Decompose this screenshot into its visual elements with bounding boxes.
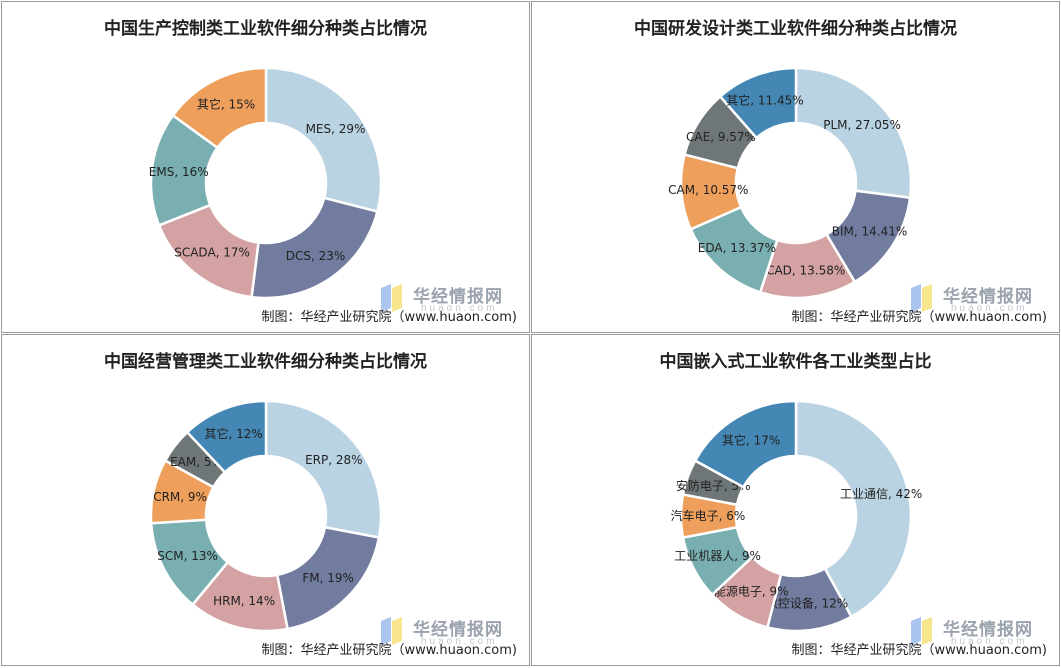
chart-title: 中国嵌入式工业软件各工业类型占比 [659,352,932,372]
donut-slice [250,196,379,300]
slice-label: DCS, 23% [286,249,346,263]
watermark-brand: 华经情报网 [943,620,1033,639]
chart-panel-rd-design: 中国研发设计类工业软件细分种类占比情况 PLM, 27.05% BIM, 14.4… [531,1,1060,333]
donut-slice [718,66,798,140]
slice-label: 其它, 12% [204,426,262,441]
chart-panel-business-management: 中国经营管理类工业软件细分种类占比情况 ERP, 28% FM, 19% HRM, … [1,334,530,666]
chart-title: 中国经营管理类工业软件细分种类占比情况 [104,352,427,372]
slice-label: CRM, 9% [153,490,207,504]
slice-label: 其它, 17% [722,432,780,447]
watermark: 华经情报网 huaon.com [911,615,1041,649]
watermark-site: huaon.com [951,636,1028,647]
watermark: 华经情报网 huaon.com [381,615,511,649]
slice-label: 数控设备, 12% [766,595,848,610]
watermark: 华经情报网 huaon.com [381,282,511,316]
chart-panel-embedded: 中国嵌入式工业软件各工业类型占比 工业通信, 42% 数控设备, 12% 能源电子,… [531,334,1060,666]
slice-label: 工业机器人, 9% [674,549,761,563]
slice-label: SCM, 13% [157,549,218,563]
watermark-site: huaon.com [421,303,498,314]
chart-credit: 制图：华经产业研究院（www.huaon.com) [261,310,517,325]
slice-label: HRM, 14% [213,594,275,608]
slice-label: BIM, 14.41% [832,224,908,238]
watermark-site: huaon.com [421,636,498,647]
donut-chart: MES, 29% DCS, 23% SCADA, 17% EMS, 16% 其它, 15… [149,66,383,300]
slice-label: 能源电子, 9% [714,585,789,599]
watermark-brand: 华经情报网 [413,620,503,639]
donut-slice [794,399,913,619]
slice-label: 其它, 11.45% [726,93,803,108]
chart-title: 中国研发设计类工业软件细分种类占比情况 [634,19,957,39]
chart-title: 中国生产控制类工业软件细分种类占比情况 [104,19,427,39]
chart-panel-production-control: 中国生产控制类工业软件细分种类占比情况 MES, 29% DCS, 23% SCAD… [1,1,530,333]
donut-slice [171,66,268,150]
slice-label: FM, 19% [302,571,354,585]
chart-credit: 制图：华经产业研究院（www.huaon.com) [791,643,1047,658]
slice-label: EMS, 16% [149,165,209,179]
donut-chart: 工业通信, 42% 数控设备, 12%能源电子, 9% 工业机器人, 9% 汽车电子,… [671,399,922,633]
slice-label: ERP, 28% [305,453,362,467]
donut-chart: PLM, 27.05% BIM, 14.41% CAD, 13.58% EDA, 13… [668,66,913,300]
donut-slice [693,399,798,489]
watermark-brand: 华经情报网 [943,287,1033,306]
watermark-brand: 华经情报网 [413,287,503,306]
slice-label: EDA, 13.37% [698,241,776,255]
donut-slice [264,399,383,540]
donut-slice [185,399,268,475]
donut-chart: ERP, 28% FM, 19% HRM, 14% SCM, 13% CRM, 9% EA… [149,399,383,633]
slice-label: EAM, 5% [170,455,223,469]
slice-label: MES, 29% [306,122,366,136]
slice-label: 工业通信, 42% [840,487,922,501]
slice-label: CAD, 13.58% [766,264,845,278]
watermark-site: huaon.com [951,303,1028,314]
slice-label: CAM, 10.57% [668,183,748,197]
chart-credit: 制图：华经产业研究院（www.huaon.com) [261,643,517,658]
watermark: 华经情报网 huaon.com [911,282,1041,316]
slice-label: 其它, 15% [197,97,255,112]
slice-label: 汽车电子, 6% [671,508,746,523]
slice-label: CAE, 9.57% [686,130,756,144]
slice-label: SCADA, 17% [174,246,250,260]
chart-credit: 制图：华经产业研究院（www.huaon.com) [791,310,1047,325]
donut-slice [264,66,383,214]
donut-slice [794,66,913,200]
slice-label: PLM, 27.05% [823,118,901,132]
